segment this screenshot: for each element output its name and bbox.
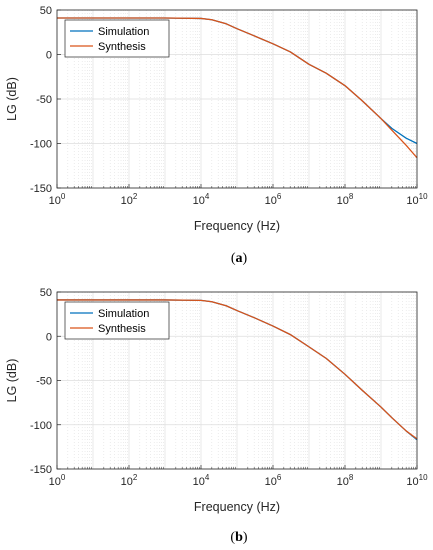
legend: Simulation Synthesis <box>64 19 170 58</box>
y-tick-label: 0 <box>46 331 52 343</box>
y-tick-label: -50 <box>36 94 52 106</box>
series-line-synthesis <box>57 299 418 440</box>
grid-lines <box>56 291 418 470</box>
y-tick-label: 50 <box>40 287 52 299</box>
x-axis-label: Frequency (Hz) <box>194 219 280 233</box>
y-axis-label: LG (dB) <box>5 359 19 403</box>
legend-label: Synthesis <box>98 41 146 53</box>
y-tick-label: 0 <box>46 50 52 62</box>
x-tick-label: 100 <box>49 192 66 207</box>
x-axis-label: Frequency (Hz) <box>194 500 280 514</box>
x-tick-label: 104 <box>193 192 210 207</box>
chart-panel-a: 100 102 104 106 108 1010 50 0 -50 -100 -150 Frequen… <box>5 5 428 266</box>
x-tick-label: 104 <box>193 473 210 488</box>
x-tick-label: 102 <box>121 473 138 488</box>
y-tick-label: -150 <box>30 183 52 195</box>
panel-caption: (b) <box>230 530 247 545</box>
legend: Simulation Synthesis <box>64 301 170 340</box>
x-tick-label: 106 <box>265 473 282 488</box>
legend-box <box>64 301 170 340</box>
chart-panel-b: 100 102 104 106 108 1010 50 0 -50 -100 -150 Frequen… <box>5 287 428 545</box>
x-tick-label: 100 <box>49 473 66 488</box>
legend-label: Synthesis <box>98 323 146 335</box>
x-tick-label: 106 <box>265 192 282 207</box>
y-tick-label: -50 <box>36 376 52 388</box>
legend-label: Simulation <box>98 26 149 38</box>
y-axis-label: LG (dB) <box>5 77 19 121</box>
y-tick-label: -150 <box>30 464 52 476</box>
legend-label: Simulation <box>98 308 149 320</box>
x-tick-label: 108 <box>337 192 354 207</box>
y-tick-label: -100 <box>30 139 52 151</box>
x-tick-label: 1010 <box>406 192 428 207</box>
x-tick-label: 102 <box>121 192 138 207</box>
x-tick-label: 108 <box>337 473 354 488</box>
y-tick-label: 50 <box>40 5 52 17</box>
y-tick-label: -100 <box>30 420 52 432</box>
legend-box <box>64 19 170 58</box>
panel-caption: (a) <box>231 251 248 266</box>
x-tick-label: 1010 <box>406 473 428 488</box>
series-line-synthesis <box>57 17 418 159</box>
